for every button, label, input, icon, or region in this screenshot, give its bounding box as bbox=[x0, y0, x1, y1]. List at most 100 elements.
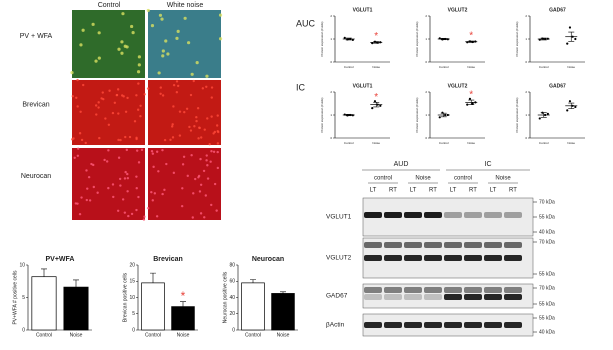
bar bbox=[171, 306, 195, 331]
cell bbox=[212, 150, 216, 153]
cell bbox=[86, 187, 89, 190]
protein-label: VGLUT1 bbox=[326, 214, 352, 221]
cell bbox=[97, 31, 101, 35]
cell bbox=[194, 177, 197, 181]
cell bbox=[126, 190, 129, 193]
cell bbox=[193, 125, 196, 128]
cell bbox=[108, 89, 111, 92]
error-bar bbox=[440, 38, 447, 40]
y-tick-label: 1 bbox=[525, 37, 527, 41]
band bbox=[504, 287, 522, 293]
band bbox=[404, 255, 422, 261]
y-tick-label: 80 bbox=[229, 262, 235, 268]
data-point bbox=[343, 36, 346, 39]
cell bbox=[216, 142, 220, 145]
cell bbox=[180, 204, 184, 208]
row-label: PV + WFA bbox=[20, 33, 53, 40]
cell bbox=[198, 190, 202, 193]
y-tick-label: 0 bbox=[525, 136, 527, 140]
cell bbox=[183, 110, 186, 114]
cell bbox=[176, 84, 180, 88]
cell bbox=[188, 125, 191, 129]
y-tick-label: 2 bbox=[525, 90, 527, 94]
data-point bbox=[471, 102, 474, 105]
panel-label: IC bbox=[296, 82, 306, 92]
bar bbox=[31, 276, 57, 331]
cell bbox=[85, 169, 88, 172]
cell bbox=[199, 212, 203, 215]
cell bbox=[183, 16, 187, 20]
cell bbox=[112, 195, 115, 199]
cell bbox=[116, 209, 120, 212]
cell bbox=[175, 36, 179, 40]
y-tick-label: 20 bbox=[129, 262, 135, 268]
micrograph bbox=[72, 80, 145, 145]
cell bbox=[182, 155, 186, 158]
y-axis-label: Neurocan positive cells bbox=[222, 271, 228, 323]
cell bbox=[135, 94, 138, 97]
cell bbox=[203, 128, 206, 131]
x-tick-label: Noise bbox=[372, 141, 380, 145]
marker-label: 40 kDa bbox=[539, 229, 555, 235]
significance: * bbox=[181, 289, 186, 303]
cell bbox=[88, 199, 92, 202]
band bbox=[444, 287, 462, 293]
cell bbox=[92, 163, 95, 167]
data-point bbox=[441, 111, 444, 114]
y-tick-label: 0 bbox=[330, 136, 332, 140]
cell bbox=[165, 162, 168, 166]
group-label: Noise bbox=[495, 176, 511, 182]
band bbox=[384, 255, 402, 261]
protein-label: βActin bbox=[326, 322, 345, 329]
cell bbox=[146, 206, 150, 210]
y-tick-label: 40 bbox=[229, 295, 235, 301]
band bbox=[484, 255, 502, 261]
chart-title: VGLUT2 bbox=[448, 7, 468, 13]
x-tick-label: Control bbox=[36, 332, 52, 338]
x-tick-label: Control bbox=[439, 65, 449, 69]
cell bbox=[178, 134, 182, 137]
cell bbox=[161, 54, 165, 58]
x-tick-label: Noise bbox=[567, 141, 575, 145]
band bbox=[464, 322, 482, 328]
group-label: control bbox=[454, 176, 472, 182]
cell bbox=[113, 101, 117, 104]
marker-label: 40 kDa bbox=[539, 329, 555, 335]
data-point bbox=[379, 104, 382, 107]
cell bbox=[216, 114, 219, 117]
cell bbox=[215, 209, 218, 212]
y-tick-label: 2 bbox=[425, 14, 427, 18]
cell bbox=[101, 91, 104, 94]
cell bbox=[126, 96, 129, 100]
cell bbox=[137, 63, 141, 67]
cell bbox=[125, 45, 129, 49]
cell bbox=[171, 123, 174, 126]
band bbox=[364, 212, 382, 218]
cell bbox=[105, 160, 109, 163]
cell bbox=[172, 105, 175, 108]
region-label: AUD bbox=[394, 161, 409, 168]
y-tick-label: 0 bbox=[232, 327, 235, 333]
cell bbox=[163, 138, 167, 142]
cell bbox=[97, 101, 100, 104]
cell bbox=[107, 186, 110, 190]
y-tick-label: 5 bbox=[22, 295, 25, 301]
chart-title: VGLUT1 bbox=[353, 83, 373, 89]
lane-label: LT bbox=[450, 188, 457, 194]
x-tick-label: Noise bbox=[372, 65, 380, 69]
cell bbox=[159, 86, 162, 89]
cell bbox=[90, 162, 93, 166]
chart-title: GAD67 bbox=[549, 83, 566, 89]
cell bbox=[117, 47, 121, 51]
cell bbox=[97, 56, 101, 60]
cell bbox=[125, 148, 129, 152]
cell bbox=[172, 171, 176, 175]
error-bar bbox=[345, 114, 352, 116]
significance: * bbox=[469, 31, 473, 42]
significance: * bbox=[469, 90, 473, 101]
cell bbox=[137, 55, 141, 59]
cell bbox=[143, 215, 146, 218]
band bbox=[504, 322, 522, 328]
cell bbox=[96, 191, 99, 194]
y-tick-label: 1 bbox=[330, 113, 332, 117]
